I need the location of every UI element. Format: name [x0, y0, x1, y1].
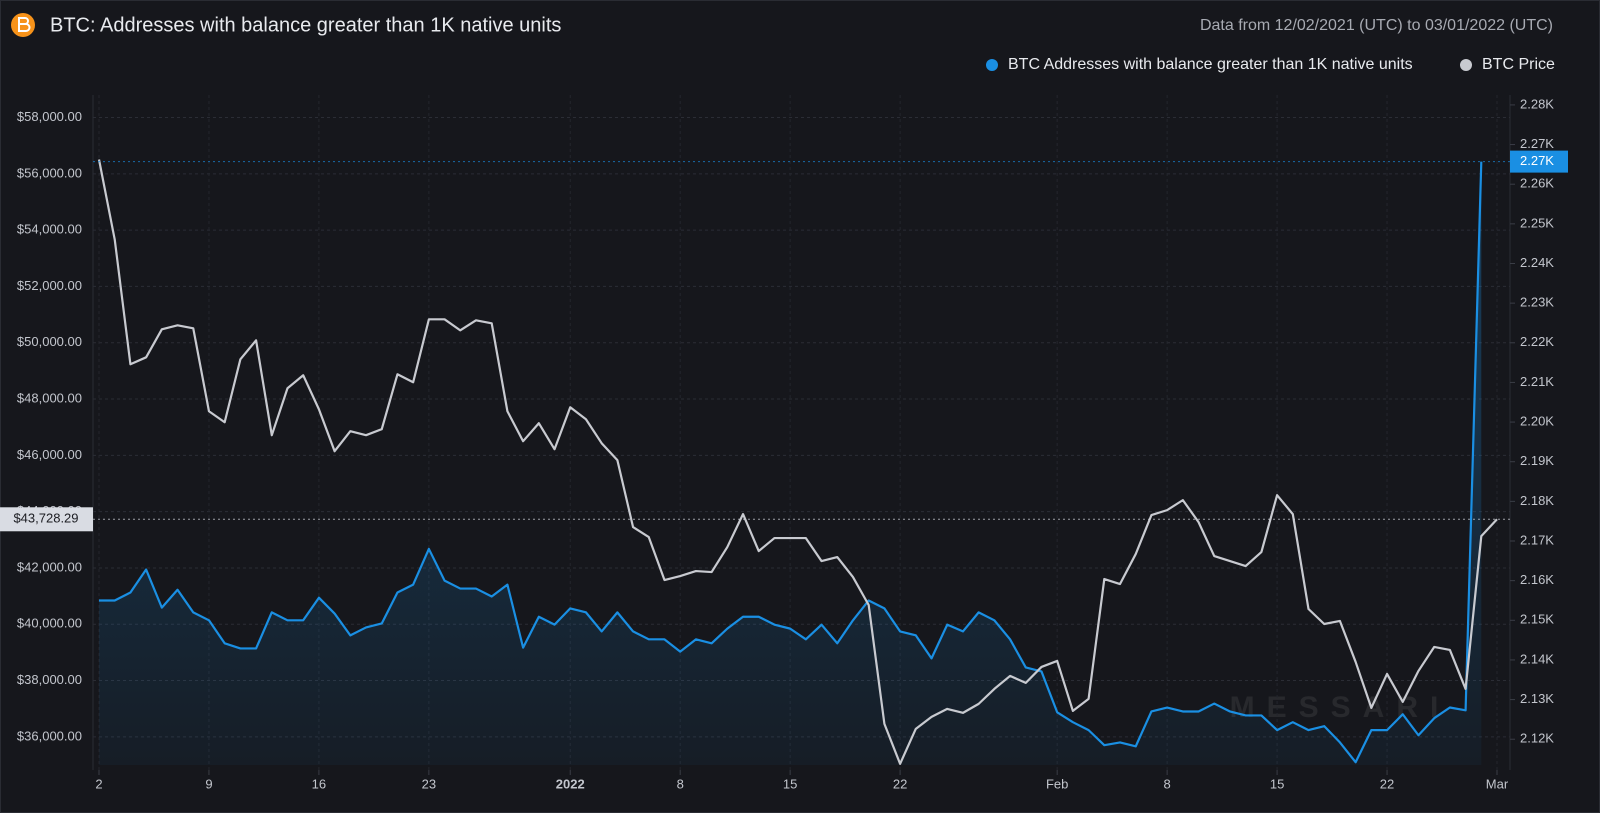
value-badge-label: $43,728.29 [13, 511, 78, 526]
y-tick-label: $58,000.00 [17, 109, 82, 124]
y2-tick-label: 2.20K [1520, 414, 1554, 429]
legend-marker [986, 59, 998, 71]
legend-marker [1460, 59, 1472, 71]
y2-tick-label: 2.19K [1520, 453, 1554, 468]
y2-tick-label: 2.14K [1520, 651, 1554, 666]
y-tick-label: $38,000.00 [17, 672, 82, 687]
x-tick-label: 2 [95, 776, 102, 791]
area-fill [99, 161, 1482, 766]
y2-tick-label: 2.17K [1520, 532, 1554, 547]
y2-tick-label: 2.26K [1520, 176, 1554, 191]
x-tick-label: 15 [783, 776, 797, 791]
y-tick-label: $46,000.00 [17, 447, 82, 462]
y2-tick-label: 2.12K [1520, 731, 1554, 746]
legend-label: BTC Price [1482, 56, 1555, 73]
y-tick-label: $52,000.00 [17, 278, 82, 293]
y-tick-label: $48,000.00 [17, 390, 82, 405]
y2-tick-label: 2.15K [1520, 612, 1554, 627]
y-tick-label: $36,000.00 [17, 728, 82, 743]
x-tick-label: 15 [1270, 776, 1284, 791]
value-badge-label: 2.27K [1520, 153, 1554, 168]
value-badge [1510, 150, 1568, 173]
x-tick-label: 2022 [556, 776, 585, 791]
coin-icon [11, 13, 35, 37]
value-badge [0, 507, 93, 532]
chart-subtitle: Data from 12/02/2021 (UTC) to 03/01/2022… [1200, 17, 1553, 34]
line [99, 161, 1483, 764]
x-tick-label: Mar [1486, 776, 1509, 791]
x-tick-label: 22 [893, 776, 907, 791]
y2-tick-label: 2.18K [1520, 493, 1554, 508]
y-tick-label: $40,000.00 [17, 616, 82, 631]
y2-tick-label: 2.25K [1520, 215, 1554, 230]
y-tick-label: $56,000.00 [17, 165, 82, 180]
x-tick-label: 9 [205, 776, 212, 791]
y2-tick-label: 2.27K [1520, 136, 1554, 151]
y-tick-label: $50,000.00 [17, 334, 82, 349]
y2-tick-label: 2.13K [1520, 691, 1554, 706]
chart-title: BTC: Addresses with balance greater than… [50, 14, 561, 36]
legend: BTC Addresses with balance greater than … [986, 56, 1555, 73]
y-tick-label: $42,000.00 [17, 559, 82, 574]
x-tick-label: 22 [1380, 776, 1394, 791]
y2-tick-label: 2.16K [1520, 572, 1554, 587]
x-tick-label: Feb [1046, 776, 1068, 791]
y2-tick-label: 2.24K [1520, 255, 1554, 270]
x-tick-label: 8 [1164, 776, 1171, 791]
y-tick-label: $54,000.00 [17, 222, 82, 237]
x-tick-label: 8 [677, 776, 684, 791]
x-tick-label: 23 [422, 776, 436, 791]
legend-label: BTC Addresses with balance greater than … [1008, 56, 1413, 73]
line [97, 159, 1498, 765]
y2-tick-label: 2.23K [1520, 295, 1554, 310]
y2-tick-label: 2.28K [1520, 96, 1554, 111]
x-tick-label: 16 [312, 776, 326, 791]
y2-tick-label: 2.21K [1520, 374, 1554, 389]
y2-tick-label: 2.22K [1520, 334, 1554, 349]
